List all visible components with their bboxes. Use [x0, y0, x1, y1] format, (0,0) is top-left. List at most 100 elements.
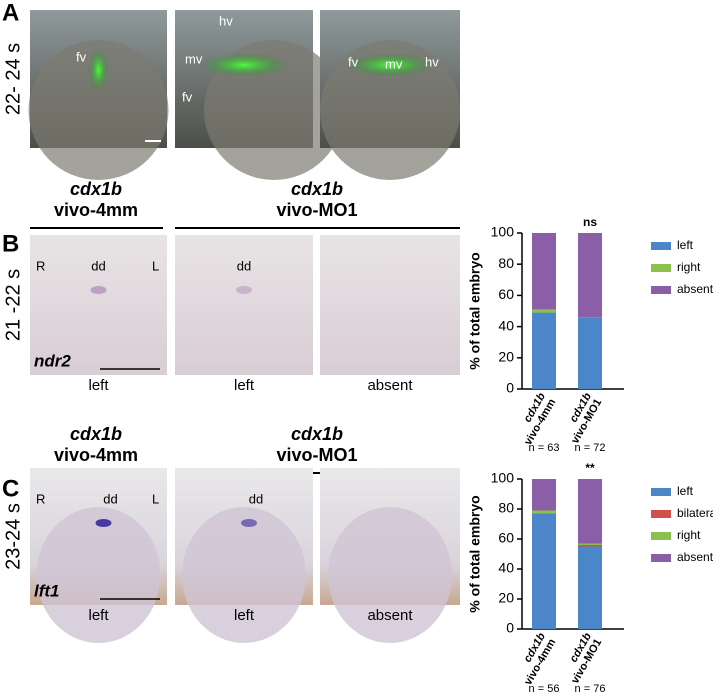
stain [236, 286, 252, 294]
column-heading: vivo-4mm [54, 200, 138, 220]
bar-segment [578, 546, 602, 629]
stain [90, 286, 107, 294]
bar-segment [578, 545, 602, 547]
panel-letter: B [2, 230, 19, 257]
y-tick-label: 60 [498, 286, 514, 302]
y-tick-label: 0 [506, 380, 514, 396]
caption: left [88, 377, 109, 394]
bar-segment [532, 479, 556, 511]
embryo [328, 507, 452, 643]
caption: absent [367, 607, 413, 624]
embryo [182, 507, 306, 643]
column-heading: cdx1b [291, 179, 343, 199]
embryo [28, 40, 169, 180]
photo [30, 235, 167, 375]
fluorescence [345, 53, 435, 77]
bar-segment [578, 317, 602, 389]
stage-label: 21 -22 s [2, 269, 24, 341]
column-heading: vivo-MO1 [276, 200, 357, 220]
stage-label: 22- 24 s [2, 43, 24, 115]
gene-label: ndr2 [34, 351, 71, 370]
y-tick-label: 20 [498, 349, 514, 365]
marker-label: dd [249, 491, 263, 506]
caption: left [234, 377, 255, 394]
structure-label: mv [185, 51, 203, 66]
column-heading: vivo-MO1 [276, 445, 357, 465]
n-label: n = 63 [529, 442, 560, 454]
legend-swatch [651, 286, 671, 294]
y-tick-label: 60 [498, 530, 514, 546]
legend-label: left [677, 238, 694, 252]
stain [241, 519, 257, 527]
legend-swatch [651, 532, 671, 540]
structure-label: hv [425, 54, 439, 69]
y-tick-label: 80 [498, 255, 514, 271]
caption: absent [367, 377, 413, 394]
legend-swatch [651, 510, 671, 518]
n-label: n = 56 [529, 683, 560, 694]
y-tick-label: 80 [498, 500, 514, 516]
legend-swatch [651, 264, 671, 272]
y-tick-label: 40 [498, 560, 514, 576]
column-heading: vivo-4mm [54, 445, 138, 465]
bar-segment [578, 233, 602, 318]
bar-segment [532, 510, 556, 514]
embryo [36, 507, 161, 643]
structure-label: mv [385, 56, 403, 71]
bar-segment [578, 543, 602, 545]
legend-swatch [651, 554, 671, 562]
legend-label: bilateral [677, 506, 713, 520]
column-heading: cdx1b [70, 424, 122, 444]
stain [95, 519, 112, 527]
photo [175, 235, 313, 375]
y-tick-label: 100 [491, 224, 515, 240]
bar-segment [532, 309, 556, 313]
structure-label: fv [76, 49, 87, 64]
stage-label: 23-24 s [2, 503, 24, 570]
bar-segment [532, 513, 556, 629]
y-tick-label: 40 [498, 317, 514, 333]
side-label: L [152, 491, 159, 506]
embryo [320, 40, 460, 180]
marker-label: dd [91, 258, 105, 273]
fluorescence [199, 53, 289, 77]
legend-label: right [677, 260, 701, 274]
column-heading: cdx1b [291, 424, 343, 444]
side-label: R [36, 258, 45, 273]
panel-letter: C [2, 475, 19, 502]
side-label: L [152, 258, 159, 273]
n-label: n = 76 [575, 683, 606, 694]
bar-segment [532, 233, 556, 310]
panel-letter: A [2, 0, 19, 26]
structure-label: fv [348, 54, 359, 69]
legend-label: right [677, 528, 701, 542]
legend-label: absent [677, 282, 713, 296]
y-tick-label: 100 [491, 470, 515, 486]
structure-label: hv [219, 13, 233, 28]
fluorescence [88, 48, 109, 92]
legend-swatch [651, 242, 671, 250]
caption: left [234, 607, 255, 624]
bar-segment [578, 479, 602, 544]
legend-label: absent [677, 550, 713, 564]
caption: left [88, 607, 109, 624]
legend-swatch [651, 488, 671, 496]
column-heading: cdx1b [70, 179, 122, 199]
n-label: n = 72 [575, 442, 606, 454]
significance: ns [583, 215, 597, 229]
y-tick-label: 20 [498, 590, 514, 606]
bar-segment [532, 312, 556, 389]
marker-label: dd [237, 258, 251, 273]
significance: ** [585, 461, 595, 475]
photo [320, 235, 460, 375]
legend-label: left [677, 484, 694, 498]
y-tick-label: 0 [506, 620, 514, 636]
gene-label: lft1 [34, 581, 60, 600]
y-axis-label: % of total embryo [467, 252, 483, 369]
marker-label: dd [103, 491, 117, 506]
